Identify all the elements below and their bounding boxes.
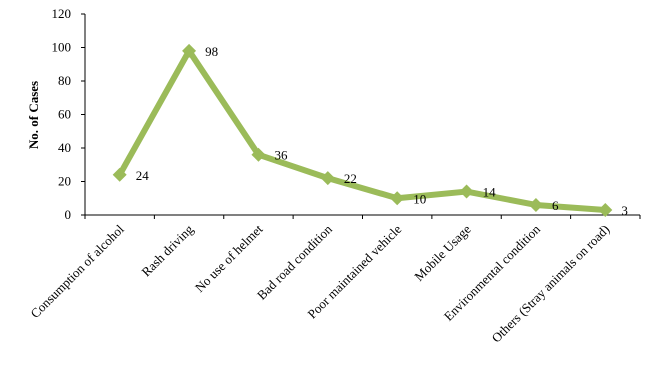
data-point-marker [598,202,613,217]
data-point-marker [251,147,266,162]
y-tick-label: 40 [58,140,71,155]
data-labels: 24 98 36 22 10 14 6 3 [136,44,628,218]
series-group [112,43,613,217]
data-point-marker [528,197,543,212]
data-label: 36 [274,148,288,163]
data-label: 10 [413,191,426,206]
data-label: 22 [344,171,357,186]
y-axis-title: No. of Cases [26,81,41,149]
y-tick-label: 80 [58,73,71,88]
data-point-marker [459,184,474,199]
data-point-marker [112,167,127,182]
x-category-label: Consumption of alcohol [27,221,127,321]
y-tick-label: 100 [52,40,72,55]
data-label: 14 [483,185,497,200]
data-label: 6 [552,198,559,213]
x-category-label: Bad road condition [254,221,335,302]
series-line [116,47,609,213]
x-category-label: No use of helmet [192,221,266,295]
x-category-label: Others (Stray animals on road) [488,222,612,346]
y-tick-label: 120 [52,6,72,21]
y-tick-label: 60 [58,107,71,122]
y-tick-label: 0 [65,207,72,222]
data-label: 98 [205,44,218,59]
data-label: 3 [621,203,628,218]
x-category-label: Mobile Usage [411,221,474,284]
data-point-marker [182,43,197,58]
x-category-label: Rash driving [138,221,196,279]
data-label: 24 [136,168,150,183]
data-point-marker [320,171,335,186]
data-point-marker [390,191,405,206]
y-tick-label: 20 [58,174,71,189]
y-axis-ticks: 0 20 40 60 80 100 120 [52,6,85,222]
